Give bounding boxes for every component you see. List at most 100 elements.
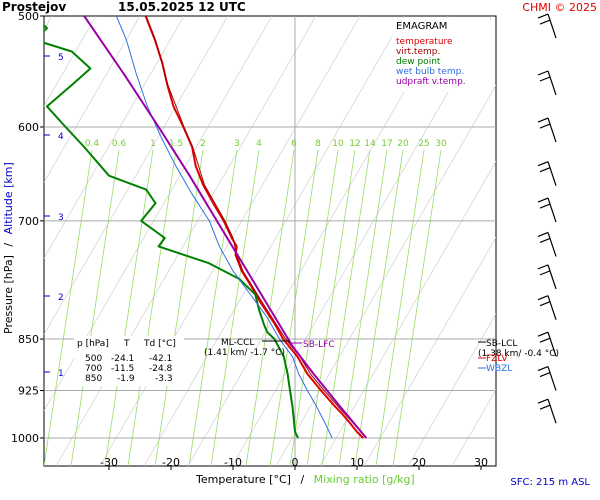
wind-barb-flag (537, 231, 549, 237)
series-line-dew-point (44, 23, 299, 439)
fzlv-label: FZLV (486, 354, 508, 364)
ml-ccl-label: ML-CCL (221, 338, 254, 348)
table-header-p: p [hPa] (77, 339, 109, 349)
wind-barb-flag (539, 203, 551, 209)
x-axis-label-mixing-ratio: Mixing ratio [g/kg] (314, 473, 415, 486)
ml-ccl-value: (1.41 km/ -1.7 °C) (204, 348, 285, 358)
wbzl-label: WBZL (486, 364, 512, 374)
y-tick-label: 600 (18, 121, 39, 134)
legend-item-wet-bulb: wet bulb temp. (396, 67, 464, 77)
adiabat-line (540, 16, 600, 466)
wind-barb-flag (539, 337, 551, 343)
mixing-ratio-label: 6 (291, 139, 297, 149)
wind-barb-flag (537, 70, 549, 76)
y-tick-label: 1000 (11, 432, 39, 445)
surface-elevation: SFC: 215 m ASL (510, 477, 590, 488)
sb-lcl-value: (1.38 km/ -0.4 °C) (478, 349, 559, 359)
wind-barb-icon (537, 13, 557, 39)
mixing-ratio-label: 4 (256, 139, 262, 149)
sb-lfc-annotation: SB-LFC (290, 340, 335, 350)
wind-barb-icon (537, 398, 557, 424)
credit-text: CHMI © 2025 (522, 1, 597, 14)
mixing-ratio-label: 0.4 (85, 139, 100, 149)
mixing-ratio-line (392, 149, 442, 466)
wind-barb-flag (537, 398, 549, 404)
wind-barb-staff (547, 366, 557, 391)
mixing-ratio-line (354, 149, 404, 466)
mixing-ratio-label: 14 (364, 139, 376, 149)
levels-table: p [hPa] T Td [°C] 500 -24.1 -42.1 700 -1… (74, 336, 184, 386)
ml-ccl-annotation: ML-CCL (1.41 km/ -1.7 °C) (204, 338, 290, 358)
table-cell: 700 (85, 364, 102, 374)
legend-title: EMAGRAM (396, 21, 447, 32)
wbzl-annotation: WBZL (478, 364, 512, 374)
fzlv-annotation: FZLV (478, 354, 508, 364)
altitude-tick-label: 3 (58, 213, 64, 223)
table-cell: -24.1 (111, 354, 134, 364)
wind-barb-flag (539, 372, 551, 378)
wind-barb-flag (537, 13, 549, 19)
wind-barb-flag (537, 117, 549, 123)
mixing-ratio-label: 2 (200, 139, 206, 149)
x-axis-label: Temperature [°C] / Mixing ratio [g/kg] (195, 473, 415, 486)
table-cell: -3.3 (155, 374, 173, 384)
wind-barb-flag (539, 237, 551, 243)
y-tick-label: 700 (18, 215, 39, 228)
adiabat-line (44, 16, 97, 107)
wind-barb-icon (537, 331, 557, 357)
x-tick-label: -10 (224, 456, 242, 469)
table-cell: -1.9 (117, 374, 135, 384)
altitude-tick-label: 4 (58, 132, 64, 142)
wind-barb-icon (537, 264, 557, 290)
mixing-ratio-label: 1 (150, 139, 156, 149)
table-header-t: T (123, 339, 130, 349)
adiabat-line (44, 16, 141, 183)
wind-barb-icon (537, 117, 557, 143)
series-line-wet-bulb-temp (115, 16, 333, 439)
wind-barb-icon (537, 366, 557, 391)
mixing-ratio-line (321, 149, 371, 466)
table-cell: 850 (85, 374, 102, 384)
wind-barb-flag (537, 197, 549, 203)
table-cell: -11.5 (111, 364, 134, 374)
wind-barb-flag (537, 161, 549, 167)
altitude-tick-label: 2 (58, 293, 64, 303)
x-axis-label-sep: / (300, 473, 304, 486)
mixing-ratio-line (306, 149, 356, 466)
mixing-ratio-label: 8 (315, 139, 321, 149)
table-header-td: Td [°C] (143, 339, 176, 349)
legend-item-dew-point: dew point (396, 57, 441, 67)
legend-item-virt-temp: virt.temp. (396, 47, 440, 57)
wind-barb-flag (539, 76, 551, 82)
mixing-ratio-label: 20 (397, 139, 409, 149)
wind-barb-staff (547, 398, 557, 424)
y-axis-label-sep: / (2, 243, 15, 247)
mixing-ratio-line (375, 149, 425, 466)
adiabat-line (44, 16, 229, 336)
wind-barb-flag (537, 366, 549, 372)
x-tick-label: 0 (292, 456, 299, 469)
sb-lfc-label: SB-LFC (303, 340, 335, 350)
altitude-tick-label: 5 (58, 53, 64, 63)
mixing-ratio-line (44, 149, 93, 466)
wind-barb-flag (539, 301, 551, 307)
series-line-udpraft-v-temp (83, 16, 368, 439)
wind-barb-staff (547, 331, 557, 357)
x-tick-label: 10 (350, 456, 364, 469)
adiabat-line (44, 16, 185, 260)
mixing-ratio-label: 25 (418, 139, 429, 149)
legend-item-temperature: temperature (396, 37, 453, 47)
mixing-ratio-line (269, 149, 319, 466)
wind-barb-flag (539, 19, 551, 25)
mixing-ratio-line (289, 149, 339, 466)
wind-barb-flag (539, 270, 551, 276)
series-line-temperature (144, 16, 364, 439)
wind-barb-icon (537, 295, 557, 320)
wind-barb-staff (547, 117, 557, 143)
wind-barb-flag (539, 123, 551, 129)
x-tick-label: 20 (412, 456, 426, 469)
wind-barb-staff (547, 264, 557, 290)
y-axis-label-pressure: Pressure [hPa] (2, 255, 15, 334)
mixing-ratio-label: 1.5 (169, 139, 183, 149)
sb-lcl-annotation: SB-LCL (1.38 km/ -0.4 °C) (478, 339, 559, 359)
